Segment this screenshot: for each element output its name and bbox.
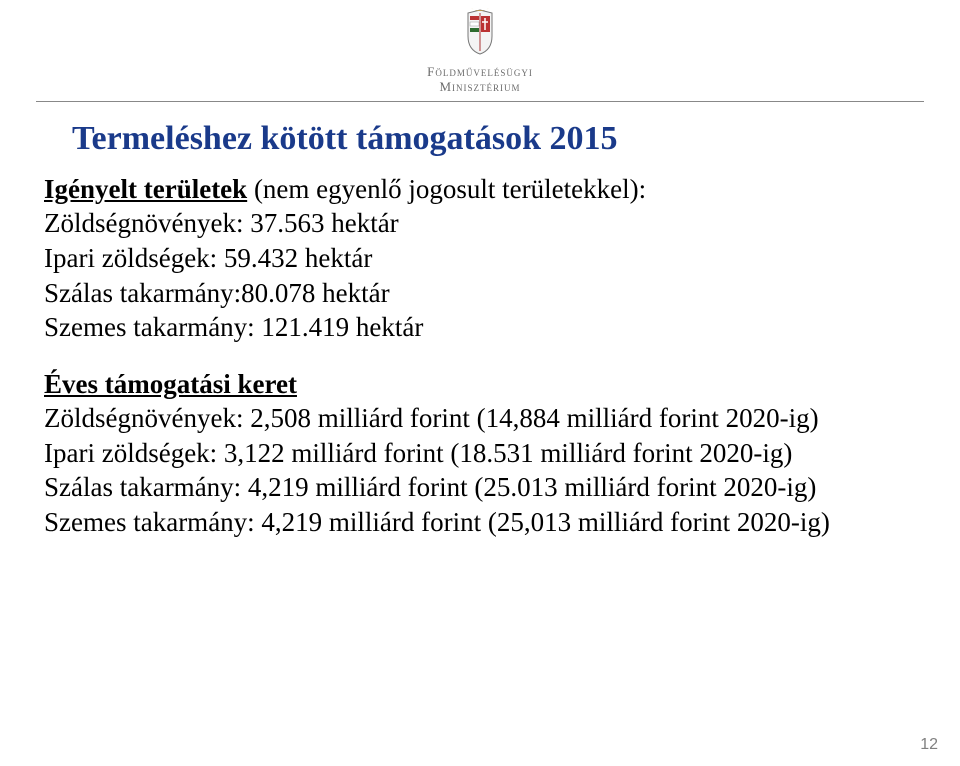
section2-line: Ipari zöldségek: 3,122 milliárd forint (… [44,436,916,471]
ministry-name: Földművelésügyi Minisztérium [0,65,960,95]
section1-line: Szemes takarmány: 121.419 hektár [44,310,916,345]
section1-heading-tail: (nem egyenlő jogosult területekkel): [247,174,646,204]
section1-line: Szálas takarmány:80.078 hektár [44,276,916,311]
section-requested-areas: Igényelt területek (nem egyenlő jogosult… [44,172,916,345]
slide-title: Termeléshez kötött támogatások 2015 [72,120,916,158]
slide-page: Földművelésügyi Minisztérium Termeléshez… [0,0,960,766]
section1-heading-line: Igényelt területek (nem egyenlő jogosult… [44,172,916,207]
section2-heading: Éves támogatási keret [44,369,297,399]
ministry-line1: Földművelésügyi [427,64,533,79]
section-annual-budget: Éves támogatási keret Zöldségnövények: 2… [44,367,916,540]
section2-line: Zöldségnövények: 2,508 milliárd forint (… [44,401,916,436]
section1-line: Zöldségnövények: 37.563 hektár [44,206,916,241]
section2-line: Szálas takarmány: 4,219 milliárd forint … [44,470,916,505]
section2-heading-line: Éves támogatási keret [44,367,916,402]
ministry-line2: Minisztérium [439,79,520,94]
header: Földművelésügyi Minisztérium [0,0,960,95]
page-number: 12 [920,736,938,754]
hungary-crest-icon [461,8,499,61]
content-area: Termeléshez kötött támogatások 2015 Igén… [0,102,960,539]
section1-line: Ipari zöldségek: 59.432 hektár [44,241,916,276]
section2-line: Szemes takarmány: 4,219 milliárd forint … [44,505,916,540]
section1-heading: Igényelt területek [44,174,247,204]
